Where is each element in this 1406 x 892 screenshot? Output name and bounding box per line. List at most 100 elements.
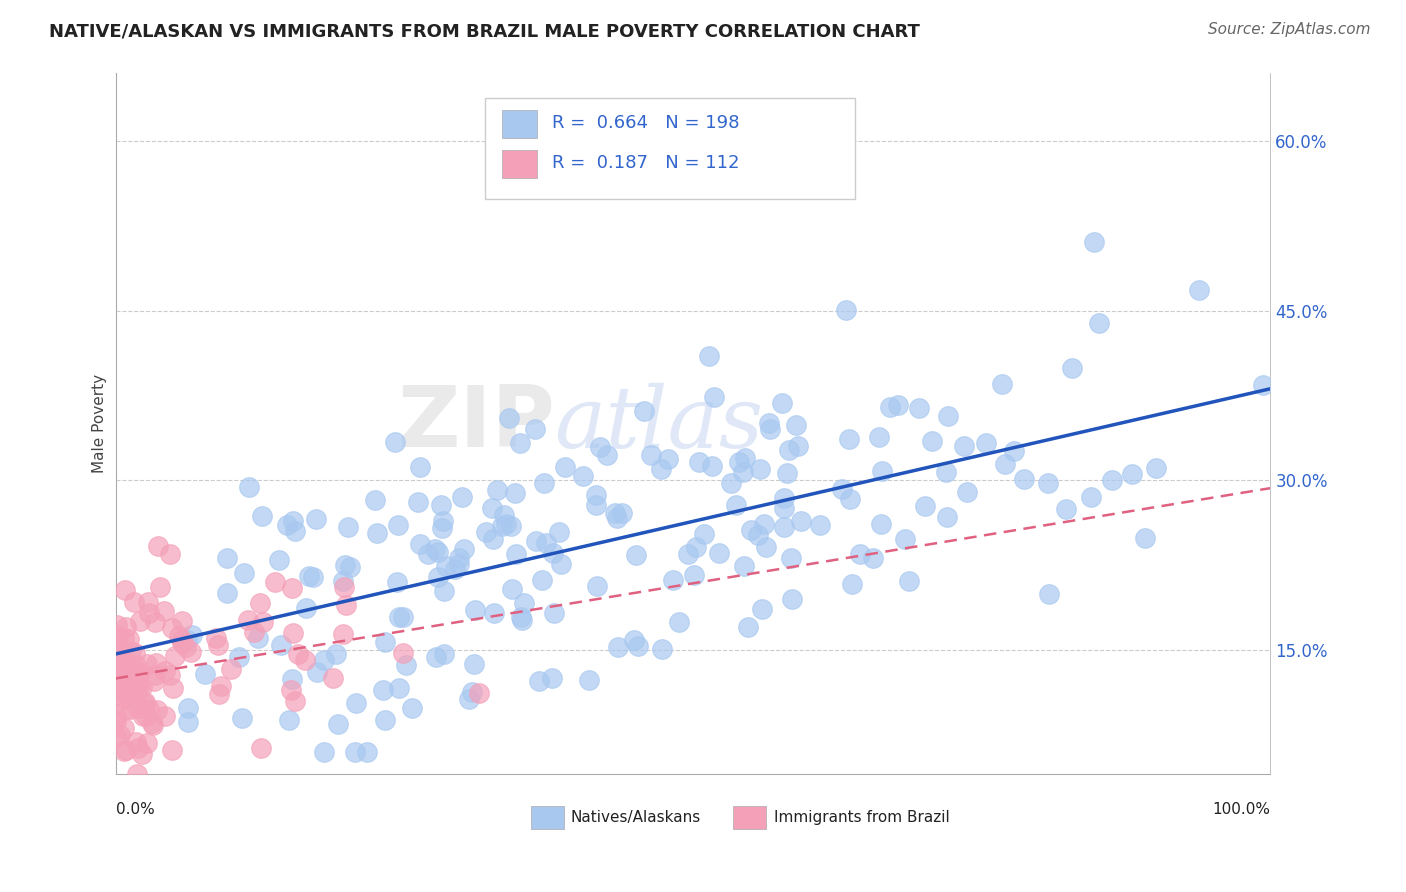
Point [312,653,335,667]
Point [153,604,176,618]
Point [734,451,756,466]
Point [785,417,807,432]
Point [159,668,181,682]
Point [120,644,142,658]
Point [134,698,156,712]
Point [458,692,481,706]
Point [733,558,755,573]
Point [955,485,977,500]
Point [122,678,145,692]
Point [509,610,531,624]
Point [423,542,446,557]
Point [773,491,796,505]
Point [409,536,432,550]
Point [887,398,910,412]
Point [314,745,336,759]
Point [831,482,853,496]
Point [283,515,305,529]
Point [328,717,350,731]
Point [770,395,793,409]
Point [114,703,136,717]
Point [325,647,347,661]
Point [339,560,361,574]
Point [501,582,523,596]
Point [209,679,232,693]
Point [657,452,679,467]
Point [160,743,183,757]
Point [104,632,127,646]
Point [1101,473,1123,487]
Point [207,639,229,653]
Point [131,681,153,695]
Point [322,671,344,685]
Point [333,558,356,572]
Point [108,648,131,662]
Point [112,631,135,645]
Text: 100.0%: 100.0% [1212,803,1271,817]
Point [484,606,506,620]
Point [606,510,628,524]
Point [841,576,863,591]
Point [408,460,430,475]
Point [176,640,198,655]
Point [908,401,931,415]
Point [122,693,145,707]
Point [250,508,273,523]
Point [541,671,564,685]
Point [862,551,884,566]
Point [105,644,128,658]
Point [894,532,917,546]
Point [135,709,157,723]
Point [758,416,780,430]
Point [205,632,228,646]
Point [838,491,860,506]
Point [1188,283,1211,297]
Point [699,349,721,363]
Point [752,516,775,531]
Point [108,674,131,689]
Point [111,664,134,678]
Point [122,595,145,609]
Text: Source: ZipAtlas.com: Source: ZipAtlas.com [1208,22,1371,37]
Point [114,583,136,598]
Point [132,708,155,723]
Point [443,562,465,576]
Point [366,525,388,540]
FancyBboxPatch shape [502,110,537,138]
Point [305,512,328,526]
Point [838,432,860,446]
Point [491,518,513,533]
Point [278,713,301,727]
Point [231,711,253,725]
Point [125,767,148,781]
Point [531,574,554,588]
Point [778,443,800,458]
Point [141,716,163,731]
Point [363,493,385,508]
Point [125,677,148,691]
Point [395,658,418,673]
Point [114,655,136,669]
Point [115,658,138,673]
Point [624,548,647,562]
Point [112,744,135,758]
Point [105,652,128,666]
Point [460,685,482,699]
Point [868,430,890,444]
Point [447,551,470,566]
Point [554,459,576,474]
Point [780,551,803,566]
Point [145,668,167,682]
Point [935,465,957,479]
Point [401,701,423,715]
Point [128,665,150,679]
Point [181,628,204,642]
Point [707,546,730,560]
Point [450,490,472,504]
Point [550,558,572,572]
Point [115,620,138,634]
Point [640,448,662,462]
Point [623,633,645,648]
Point [650,462,672,476]
Point [543,607,565,621]
